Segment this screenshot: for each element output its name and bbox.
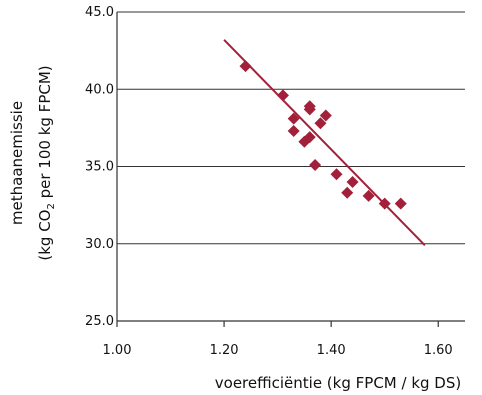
y-tick-label: 30.0: [85, 237, 114, 252]
data-point: [346, 175, 359, 188]
data-point: [378, 197, 391, 210]
y-tick-labels: 25.0 30.0 35.0 40.0 45.0: [85, 5, 114, 329]
data-points: [239, 60, 407, 210]
trendline-group: [223, 39, 426, 246]
y-axis-label-suffix: per 100 kg FPCM): [36, 65, 54, 203]
data-point: [239, 60, 252, 73]
data-point: [287, 124, 300, 137]
y-axis-label-line1: methaanemissie: [8, 101, 26, 225]
data-point: [287, 112, 300, 125]
x-tick-label: 1.00: [103, 343, 132, 358]
y-axis-label-subscript: 2: [46, 203, 57, 209]
trendline: [223, 39, 426, 246]
data-point: [276, 89, 289, 102]
x-tick-labels: 1.00 1.20 1.40 1.60: [103, 343, 453, 358]
data-point: [314, 117, 327, 130]
data-point: [319, 109, 332, 122]
x-tick-label: 1.60: [424, 343, 453, 358]
y-tick-label: 40.0: [85, 82, 114, 97]
data-point: [394, 197, 407, 210]
y-axis-label-line2: (kg CO2 per 100 kg FPCM): [36, 65, 57, 260]
y-tick-label: 25.0: [85, 314, 114, 329]
y-tick-label: 35.0: [85, 160, 114, 175]
data-point: [303, 131, 316, 144]
data-point: [362, 189, 375, 202]
y-tick-label: 45.0: [85, 5, 114, 20]
data-point: [341, 186, 354, 199]
y-axis-label-prefix: (kg CO: [36, 210, 54, 261]
data-point: [303, 103, 316, 116]
axes: [116, 12, 465, 327]
x-tick-label: 1.40: [317, 343, 346, 358]
x-axis-label: voerefficiëntie (kg FPCM / kg DS): [215, 374, 461, 392]
data-point: [330, 168, 343, 181]
data-point: [309, 158, 322, 171]
gridlines: [117, 11, 465, 245]
x-tick-label: 1.20: [210, 343, 239, 358]
